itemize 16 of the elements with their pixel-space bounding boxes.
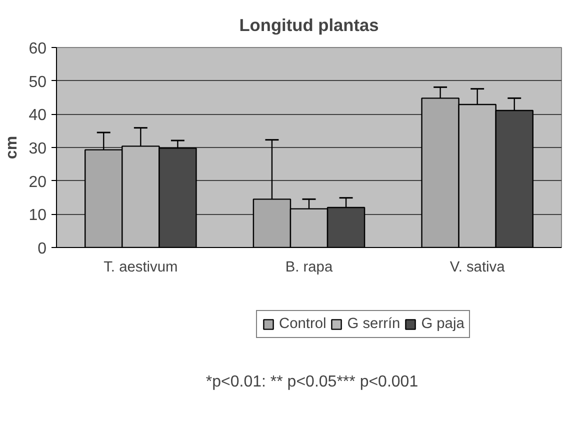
x-tick-label: V. sativa	[450, 260, 506, 276]
legend-label: Control	[279, 316, 326, 332]
y-tick-label: 30	[28, 140, 47, 158]
legend-label: G paja	[421, 316, 464, 332]
y-tick-label: 0	[38, 240, 47, 258]
x-tick-label: T. aestivum	[104, 260, 178, 276]
y-tick-label: 20	[28, 174, 47, 191]
y-axis-title: cm	[4, 136, 21, 160]
chart-title: Longitud plantas	[239, 15, 379, 35]
y-tick-label: 50	[28, 74, 47, 91]
y-tick-label: 10	[28, 207, 47, 224]
y-tick-label: 60	[28, 40, 47, 58]
text: *p<0.01: ** p<0.05*** p<0.001	[206, 374, 418, 390]
x-tick-label: B. rapa	[285, 260, 334, 276]
legend-label: G serrín	[347, 316, 400, 332]
y-tick-label: 40	[28, 107, 47, 124]
